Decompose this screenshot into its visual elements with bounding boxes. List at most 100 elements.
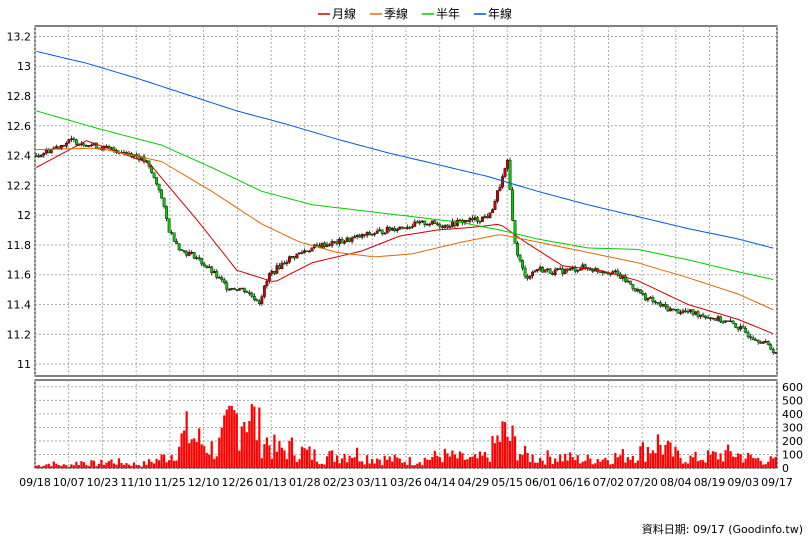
candle	[433, 219, 437, 225]
candle	[315, 242, 319, 247]
volume-bar	[701, 460, 705, 468]
volume-bar	[102, 464, 106, 468]
volume-bar	[62, 464, 65, 468]
volume-bar	[57, 464, 60, 468]
volume-bar	[551, 464, 554, 468]
volume-bar	[443, 448, 446, 468]
volume-bar	[639, 446, 642, 468]
volume-bar	[361, 461, 364, 468]
volume-bar	[353, 457, 356, 468]
volume-bar	[518, 453, 522, 468]
volume-bar	[70, 464, 73, 468]
volume-bar	[614, 452, 617, 468]
volume-bar	[178, 446, 181, 468]
candle	[508, 157, 512, 191]
volume-bar	[45, 464, 48, 468]
ma-line	[36, 140, 774, 335]
volume-tick-label: 200	[782, 435, 803, 448]
volume-bar	[235, 413, 238, 468]
volume-bar	[183, 430, 186, 468]
candle	[633, 288, 637, 292]
candle	[761, 340, 765, 345]
volume-bar	[190, 439, 193, 468]
volume-bar	[386, 459, 389, 468]
candle	[72, 136, 76, 143]
volume-bar	[679, 457, 682, 468]
candle	[202, 261, 206, 267]
volume-bar	[198, 428, 201, 468]
ma-line	[36, 110, 774, 281]
volume-bar	[644, 461, 647, 468]
volume-bar	[398, 458, 401, 468]
volume-bar	[228, 405, 231, 468]
price-tick-label: 11.6	[7, 269, 32, 282]
x-tick-label: 04/29	[458, 476, 490, 489]
candle	[428, 222, 432, 227]
volume-bar	[371, 459, 374, 468]
candle	[548, 267, 552, 274]
volume-bar	[366, 455, 369, 468]
candle	[262, 284, 266, 299]
volume-bar	[37, 465, 40, 468]
candle	[252, 293, 256, 302]
candle	[714, 318, 717, 321]
price-tick-label: 12.4	[7, 150, 32, 163]
legend-item: 月線	[318, 6, 356, 21]
volume-bar	[488, 461, 492, 468]
volume-bar	[581, 461, 584, 468]
volume-bar	[556, 461, 559, 468]
volume-tick-label: 100	[782, 448, 803, 461]
volume-bar	[438, 457, 441, 468]
volume-bar	[466, 459, 469, 468]
candle	[395, 227, 399, 233]
volume-bar	[278, 441, 281, 468]
volume-bar	[343, 453, 346, 468]
candle	[280, 260, 284, 270]
volume-bar	[175, 460, 178, 468]
volume-bar	[335, 455, 339, 468]
volume-bar	[152, 463, 156, 468]
candle	[107, 144, 111, 149]
volume-bar	[456, 458, 459, 468]
candle	[751, 335, 755, 341]
moving-average-lines	[36, 50, 774, 335]
legend-item: 半年	[422, 7, 460, 21]
volume-bar	[521, 454, 524, 468]
candle	[488, 212, 492, 219]
volume-bar	[654, 453, 657, 468]
candle	[563, 268, 567, 275]
volume-bar	[253, 406, 256, 468]
volume-bar	[589, 458, 592, 468]
volume-bar	[75, 461, 78, 468]
volume-bar	[295, 462, 299, 468]
volume-bar	[649, 453, 652, 468]
volume-bar	[546, 450, 549, 468]
volume-tick-label: 0	[782, 462, 789, 475]
candle	[701, 312, 705, 318]
volume-bar	[87, 466, 90, 468]
volume-bar	[641, 442, 644, 468]
volume-bar	[631, 456, 634, 468]
volume-bar	[601, 459, 604, 468]
volume-bar	[694, 451, 697, 468]
volume-bar	[561, 461, 564, 468]
volume-bar	[188, 443, 191, 468]
legend-label: 月線	[332, 6, 356, 21]
candle	[719, 315, 722, 324]
volume-bar	[406, 465, 409, 468]
volume-bar	[646, 447, 650, 468]
volume-bar	[626, 457, 629, 468]
volume-bar	[65, 465, 68, 468]
volume-bar	[461, 453, 464, 468]
candle	[175, 238, 179, 244]
volume-bar	[100, 459, 103, 468]
volume-bar	[676, 450, 680, 468]
volume-bar	[340, 458, 344, 468]
candle	[288, 255, 291, 264]
price-tick-label: 11	[17, 358, 31, 371]
legend-item: 季線	[370, 6, 408, 21]
volume-bar	[476, 458, 479, 468]
x-tick-label: 07/02	[593, 476, 625, 489]
x-tick-label: 05/15	[491, 476, 523, 489]
